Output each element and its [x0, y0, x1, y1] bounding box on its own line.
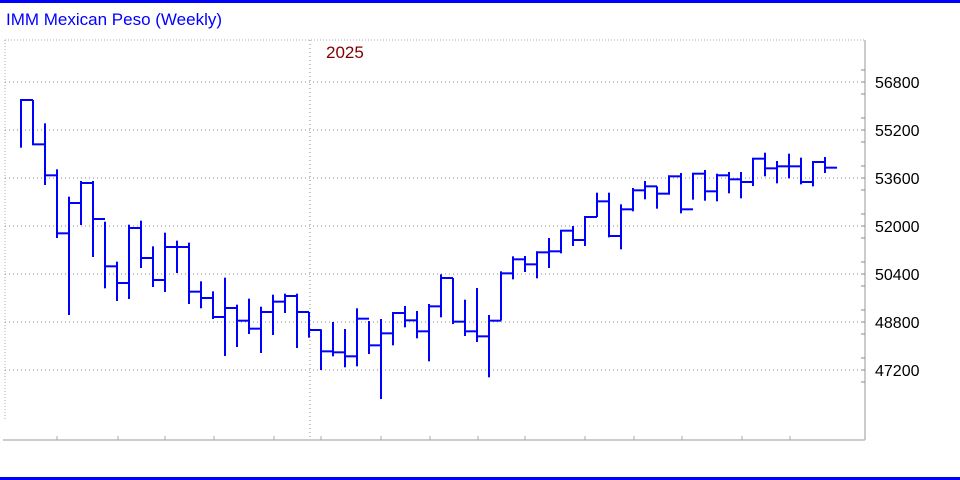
ohlc-bar — [272, 294, 285, 335]
ohlc-bar — [464, 299, 477, 337]
ohlc-bar — [104, 221, 117, 289]
ohlc-bar — [596, 192, 609, 217]
ohlc-bar — [728, 172, 741, 194]
ohlc-bar — [752, 157, 765, 187]
ohlc-bar — [92, 181, 105, 257]
y-tick-label: 48800 — [875, 315, 920, 332]
ohlc-bar — [644, 181, 657, 200]
ohlc-bar — [152, 246, 165, 287]
ohlc-bar — [224, 277, 237, 356]
ohlc-bar — [20, 99, 33, 148]
ohlc-bar — [260, 306, 273, 353]
ohlc-bar — [344, 328, 357, 368]
ohlc-bar — [164, 232, 177, 292]
ohlc-bar — [692, 172, 705, 200]
ohlc-bar — [392, 312, 405, 346]
ohlc-bar — [656, 186, 669, 209]
ohlc-bar — [776, 160, 789, 184]
ohlc-bar — [80, 181, 93, 226]
ohlc-bar — [788, 153, 801, 179]
ohlc-bar — [284, 293, 297, 313]
ohlc-bar — [620, 204, 633, 250]
ohlc-bar — [296, 293, 309, 349]
ohlc-bar — [356, 308, 369, 367]
ohlc-bar — [500, 271, 513, 321]
ohlc-bar — [332, 322, 345, 357]
ohlc-bar — [308, 312, 321, 338]
ohlc-bar — [512, 256, 525, 280]
ohlc-bar — [320, 329, 333, 370]
ohlc-bar — [536, 251, 549, 279]
top-border — [0, 0, 960, 3]
ohlc-bar — [716, 173, 729, 202]
ohlc-bar — [140, 220, 153, 268]
ohlc-bar — [200, 281, 213, 309]
ohlc-bar — [452, 277, 465, 325]
y-tick-label: 52000 — [875, 219, 920, 236]
ohlc-bar — [56, 169, 69, 238]
ohlc-bar — [524, 256, 537, 272]
ohlc-bar — [488, 315, 501, 378]
ohlc-bar — [668, 175, 681, 195]
ohlc-bar — [428, 304, 441, 362]
ohlc-bar — [44, 123, 57, 185]
y-tick-label: 50400 — [875, 267, 920, 284]
ohlc-bar — [416, 310, 429, 339]
year-label: 2025 — [326, 43, 364, 62]
ohlc-bar — [548, 238, 561, 268]
ohlc-bar — [800, 157, 813, 185]
ohlc-bar — [116, 261, 129, 301]
ohlc-bar — [404, 306, 417, 328]
ohlc-bar — [128, 224, 141, 299]
ohlc-bar — [632, 187, 645, 212]
ohlc-bar — [764, 152, 777, 177]
chart-title: IMM Mexican Peso (Weekly) — [6, 10, 223, 29]
ohlc-bar — [248, 298, 261, 334]
ohlc-bar — [236, 304, 249, 347]
ohlc-bar — [572, 226, 585, 247]
ohlc-bar — [176, 240, 189, 274]
ohlc-bar — [212, 291, 225, 319]
y-tick-label: 53600 — [875, 171, 920, 188]
ohlc-bar — [560, 229, 573, 254]
ohlc-bar — [68, 196, 81, 316]
ohlc-bar — [680, 172, 693, 214]
ohlc-bar — [188, 242, 201, 304]
y-tick-label: 55200 — [875, 123, 920, 140]
ohlc-bar — [608, 192, 621, 238]
ohlc-bar — [440, 274, 453, 318]
ohlc-bar — [824, 157, 837, 173]
ohlc-bar — [380, 319, 393, 400]
ohlc-bar — [476, 288, 489, 343]
ohlc-bar — [368, 321, 381, 355]
ohlc-bar — [32, 100, 45, 146]
ohlc-bar — [812, 161, 825, 187]
ohlc-bar — [704, 169, 717, 201]
bottom-border — [0, 477, 960, 480]
ohlc-bar — [584, 216, 597, 247]
y-tick-label: 56800 — [875, 75, 920, 92]
ohlc-bar — [740, 172, 753, 199]
y-tick-label: 47200 — [875, 363, 920, 380]
